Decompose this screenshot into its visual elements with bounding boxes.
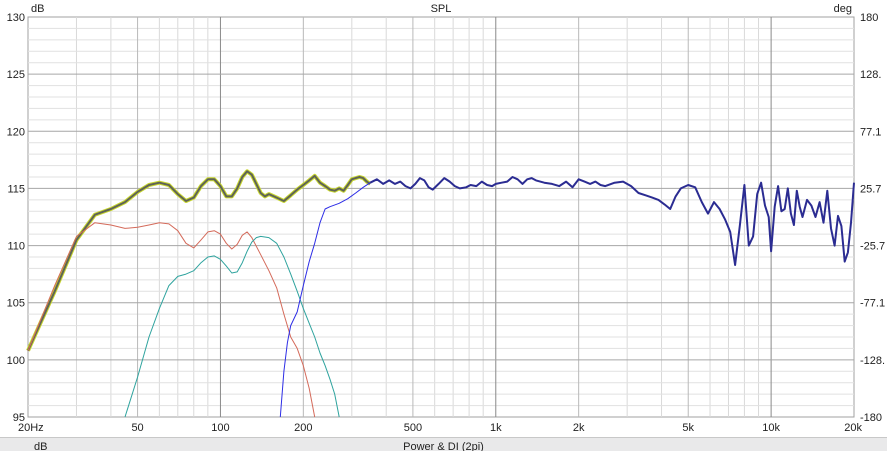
grid-layer (28, 17, 854, 417)
x-tick-label: 200 (294, 422, 312, 434)
y-tick-label: 110 (7, 241, 25, 253)
x-tick-label: 10k (762, 422, 780, 434)
y-tick-label: 100 (7, 355, 25, 367)
lower-panel-strip: dB Power & DI (2pi) (0, 437, 887, 451)
y2-tick-label: 128. (860, 69, 881, 81)
plot-background (27, 16, 855, 418)
series-layer (26, 169, 855, 418)
spl-plot-svg: 20Hz 50 100 200 500 1k 2k 5k 10k 20k 95 100 105 110 11… (7, 3, 885, 434)
chart-title: SPL (431, 3, 452, 15)
y-tick-label: 105 (7, 298, 25, 310)
y-tick-label: 95 (13, 412, 25, 424)
series-line-6 (369, 176, 855, 266)
lower-panel-title: Power & DI (2pi) (403, 441, 484, 451)
y2-tick-label: 25.7 (860, 183, 881, 195)
series-line-3 (27, 222, 316, 418)
x-tick-label: 5k (682, 422, 694, 434)
axis-layer: 20Hz 50 100 200 500 1k 2k 5k 10k 20k 95 100 105 110 11… (7, 12, 885, 434)
series-line-2 (27, 170, 371, 352)
y2-tick-label: -180 (860, 412, 882, 424)
y2-tick-label: -128. (860, 355, 885, 367)
x-tick-label: 2k (573, 422, 585, 434)
x-tick-label: 20Hz (18, 422, 44, 434)
x-tick-label: 1k (490, 422, 502, 434)
x-tick-label: 20k (844, 422, 862, 434)
y2-tick-label: 77.1 (860, 126, 881, 138)
y2-tick-label: 180 (860, 12, 878, 24)
series-line-5 (279, 182, 371, 418)
lower-panel-unit: dB (34, 441, 48, 451)
series-line-4 (124, 235, 340, 418)
x-tick-label: 500 (404, 422, 422, 434)
y-tick-label: 130 (7, 12, 25, 24)
y-tick-label: 120 (7, 126, 25, 138)
y2-tick-label: -25.7 (860, 241, 885, 253)
y-tick-label: 115 (7, 183, 25, 195)
x-tick-label: 50 (131, 422, 143, 434)
right-axis-unit: deg (834, 3, 852, 15)
y-tick-label: 125 (7, 69, 25, 81)
left-axis-unit: dB (31, 3, 44, 15)
y2-tick-label: -77.1 (860, 298, 885, 310)
x-tick-label: 100 (211, 422, 229, 434)
